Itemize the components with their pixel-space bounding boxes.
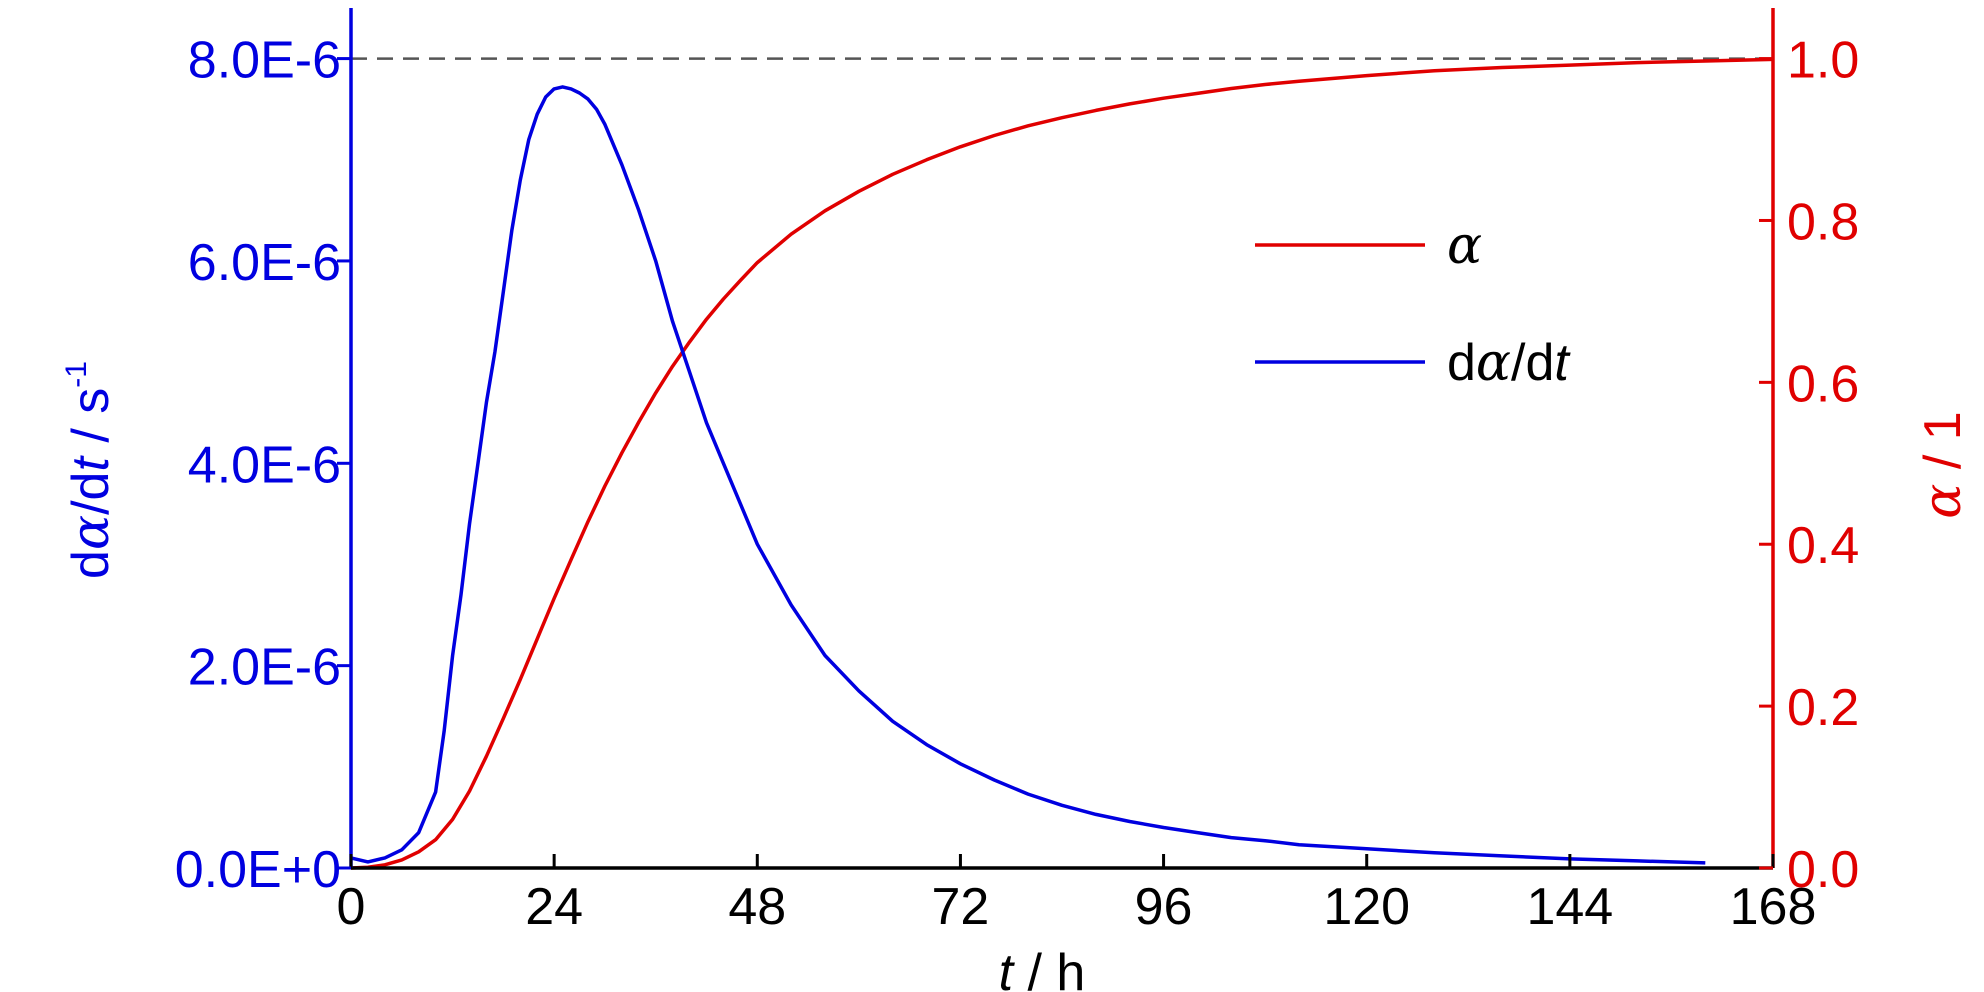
y-left-axis-title-part: α [61,515,121,550]
legend-label-alpha-part: α [1447,216,1482,276]
x-tick-label: 120 [1323,878,1410,936]
x-tick-label: 24 [525,878,583,936]
legend-label-rate-part: α [1476,333,1511,393]
y-left-axis-title-part: t [62,455,120,472]
y-left-axis-title: dα/dt / s-1 [60,361,121,579]
legend-label-rate: dα/dt [1447,333,1571,393]
x-axis-title-part: t [999,944,1016,992]
y-right-tick-label: 1.0 [1787,32,1859,90]
x-tick-label: 144 [1526,878,1613,936]
x-tick-label: 96 [1135,878,1193,936]
y-left-axis-title-part: -1 [60,361,93,388]
x-tick-label: 0 [337,878,366,936]
y-left-tick-label: 2.0E-6 [188,639,341,697]
y-right-axis-title-part: α [1913,484,1973,519]
y-left-tick-label: 8.0E-6 [188,32,341,90]
y-right-axis-title-part: / 1 [1914,411,1972,483]
legend-label-rate-part: /d [1511,334,1554,392]
y-left-axis-title-group: dα/dt / s-1 [60,361,121,579]
y-right-tick-label: 0.6 [1787,355,1859,413]
series-line-alpha [350,57,1774,870]
x-axis-title-part: / h [1013,944,1085,992]
x-axis-title: t / h [999,944,1086,992]
y-left-tick-label: 6.0E-6 [188,234,341,292]
legend-label-rate-part: d [1447,334,1476,392]
x-tick-label: 48 [728,878,786,936]
y-right-axis-title-group: α / 1 [1913,411,1973,518]
y-left-axis-title-part: /d [62,472,120,515]
y-right-axis-title: α / 1 [1913,411,1973,518]
y-right-tick-label: 0.8 [1787,193,1859,251]
legend-label-rate-part: t [1554,334,1571,392]
y-left-tick-label: 0.0E+0 [175,841,341,899]
x-tick-label: 72 [932,878,990,936]
y-left-axis-title-part: / s [62,388,120,457]
y-left-axis-title-part: d [62,550,120,579]
x-tick-label: 168 [1730,878,1817,936]
y-left-tick-label: 4.0E-6 [188,436,341,494]
legend-label-alpha: α [1447,216,1482,276]
series-line-rate [350,85,1706,865]
y-right-tick-label: 0.4 [1787,517,1859,575]
y-right-tick-label: 0.0 [1787,841,1859,899]
y-right-tick-label: 0.2 [1787,679,1859,737]
